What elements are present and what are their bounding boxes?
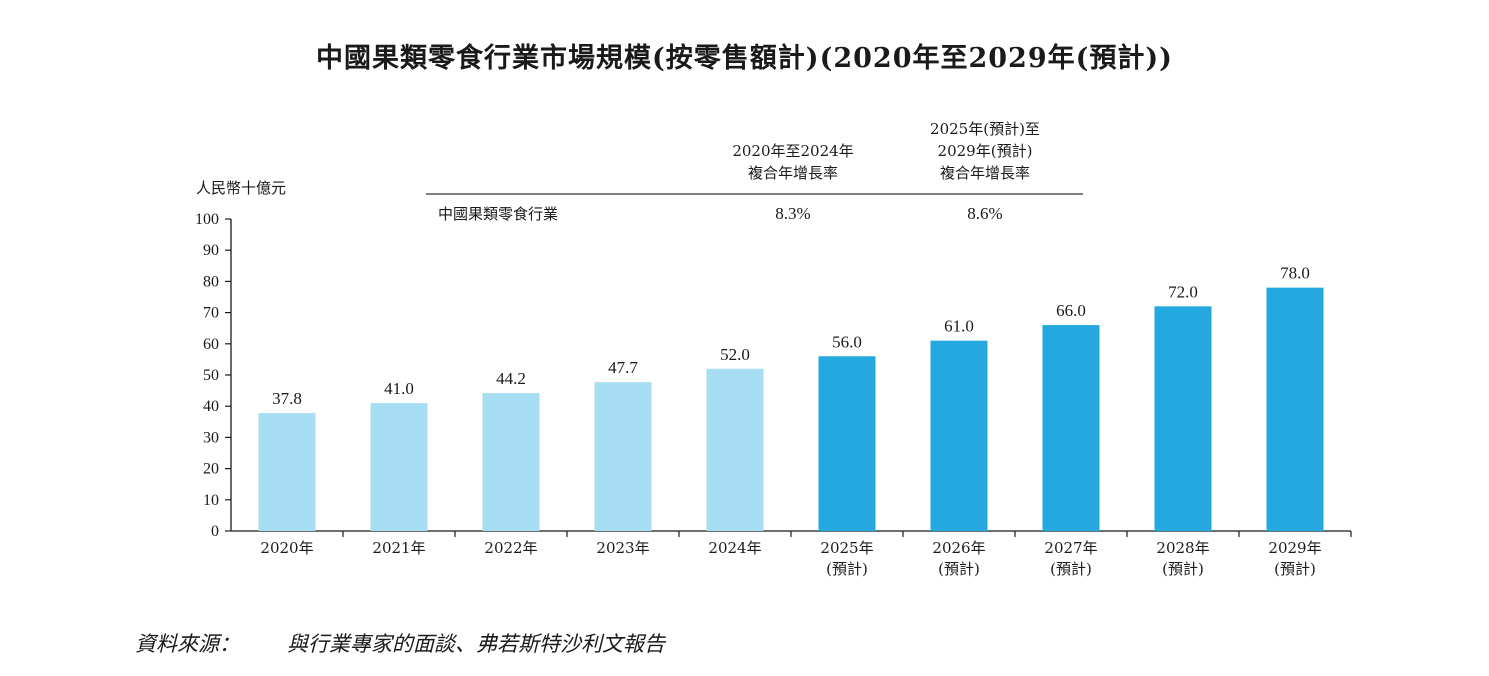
y-tick-label: 100 (195, 211, 219, 228)
chart-axes: 人民幣十億元 0 10 20 30 40 50 60 70 80 90 100 2020年 2021年 20… (195, 179, 1352, 578)
source-label: 資料來源： (135, 632, 240, 656)
bar (258, 413, 316, 531)
y-tick-label: 70 (203, 305, 219, 322)
y-tick-label: 30 (203, 429, 219, 446)
cagr-header-text: 2029年(預計) (938, 142, 1033, 160)
y-tick-label: 90 (203, 242, 219, 259)
cagr-row-label: 中國果類零食行業 (438, 205, 558, 223)
bar (1154, 306, 1212, 531)
x-tick-label: 2020年 (260, 539, 313, 557)
bar-value-label: 37.8 (272, 389, 302, 408)
bar-value-label: 41.0 (384, 379, 414, 398)
bar (818, 356, 876, 531)
bar (930, 340, 988, 531)
y-tick-label: 60 (203, 336, 219, 353)
bar-value-label: 72.0 (1168, 282, 1198, 301)
bar-value-label: 61.0 (944, 317, 974, 336)
bars: 37.8 41.0 44.2 47.7 52.0 56.0 61.0 66.0 72.0 78.0 (258, 264, 1324, 531)
cagr-value: 8.3% (775, 204, 810, 223)
cagr-header-text: 複合年增長率 (748, 164, 838, 182)
bar (482, 393, 540, 531)
bar (370, 403, 428, 531)
y-tick-label: 20 (203, 461, 219, 478)
y-tick-label: 40 (203, 398, 219, 415)
x-tick-label: 2023年 (596, 539, 649, 557)
bar (706, 368, 764, 531)
y-tick-label: 0 (211, 523, 219, 540)
chart-title: 中國果類零食行業市場規模(按零售額計)(2020年至2029年(預計)) (316, 43, 1173, 74)
bar-value-label: 78.0 (1280, 264, 1310, 283)
x-tick-label: (預計) (826, 560, 868, 578)
source-note: 資料來源： 與行業專家的面談、弗若斯特沙利文報告 (135, 628, 665, 658)
y-tick-label: 80 (203, 273, 219, 290)
y-tick-label: 10 (203, 492, 219, 509)
bar-value-label: 56.0 (832, 332, 862, 351)
bar (1042, 325, 1100, 531)
x-tick-label: 2021年 (372, 539, 425, 557)
x-tick-label: 2025年 (820, 539, 873, 557)
bar-value-label: 52.0 (720, 345, 750, 364)
x-tick-label: 2026年 (932, 539, 985, 557)
cagr-table: 2020年至2024年複合年增長率2025年(預計)至2029年(預計)複合年增… (426, 120, 1083, 223)
x-tick-label: (預計) (938, 560, 980, 578)
x-tick-label: (預計) (1274, 560, 1316, 578)
cagr-header-text: 2025年(預計)至 (930, 120, 1040, 138)
x-tick-label: (預計) (1050, 560, 1092, 578)
x-tick-label: 2029年 (1268, 539, 1321, 557)
bar-value-label: 47.7 (608, 358, 638, 377)
bar-value-label: 66.0 (1056, 301, 1086, 320)
x-tick-label: 2024年 (708, 539, 761, 557)
cagr-header-text: 2020年至2024年 (732, 142, 853, 160)
bar (1266, 287, 1324, 531)
bar (594, 382, 652, 531)
x-tick-label: 2022年 (484, 539, 537, 557)
source-text: 與行業專家的面談、弗若斯特沙利文報告 (287, 632, 665, 656)
cagr-header-text: 複合年增長率 (940, 164, 1030, 182)
cagr-value: 8.6% (967, 204, 1002, 223)
y-tick-label: 50 (203, 367, 219, 384)
x-tick-label: (預計) (1162, 560, 1204, 578)
x-tick-label: 2028年 (1156, 539, 1209, 557)
x-tick-label: 2027年 (1044, 539, 1097, 557)
bar-value-label: 44.2 (496, 369, 526, 388)
y-axis-label: 人民幣十億元 (196, 179, 286, 197)
bar-chart: 2020年至2024年複合年增長率2025年(預計)至2029年(預計)複合年增… (195, 120, 1352, 578)
